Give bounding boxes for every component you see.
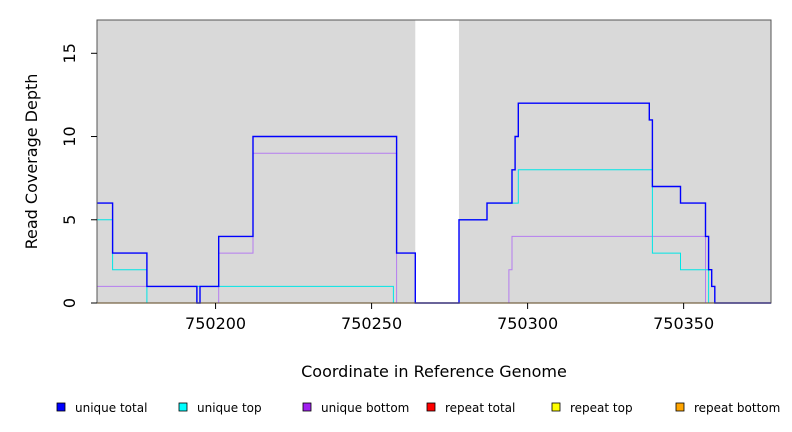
legend-swatch xyxy=(56,402,66,412)
legend-swatch xyxy=(675,402,685,412)
legend-item-repeat-bottom: repeat bottom xyxy=(675,401,780,415)
legend-label: unique bottom xyxy=(321,401,409,415)
legend-item-unique-total: unique total xyxy=(56,401,147,415)
x-tick-label: 750350 xyxy=(653,314,714,333)
x-axis-title: Coordinate in Reference Genome xyxy=(301,362,567,381)
legend-swatch xyxy=(551,402,561,412)
y-tick-label: 10 xyxy=(60,126,79,146)
legend-label: repeat top xyxy=(570,401,633,415)
legend-label: unique top xyxy=(197,401,262,415)
x-axis: 750200 750250 750300 750350 xyxy=(185,303,714,333)
legend-label: repeat bottom xyxy=(694,401,780,415)
y-axis-title: Read Coverage Depth xyxy=(22,74,41,250)
legend-item-repeat-top: repeat top xyxy=(551,401,633,415)
x-tick-label: 750200 xyxy=(185,314,246,333)
legend-item-unique-top: unique top xyxy=(178,401,262,415)
legend-item-unique-bottom: unique bottom xyxy=(302,401,409,415)
y-tick-label: 0 xyxy=(60,298,79,308)
x-tick-label: 750250 xyxy=(341,314,402,333)
legend-item-repeat-total: repeat total xyxy=(426,401,515,415)
y-axis: 0 5 10 15 xyxy=(60,43,97,308)
plot-frame xyxy=(96,19,772,304)
legend-label: repeat total xyxy=(445,401,515,415)
legend-label: unique total xyxy=(75,401,147,415)
legend: unique total unique top unique bottom repea… xyxy=(56,401,780,415)
legend-swatch xyxy=(302,402,312,412)
covered-region-2 xyxy=(458,20,771,303)
y-tick-label: 15 xyxy=(60,43,79,63)
y-tick-label: 5 xyxy=(60,215,79,225)
legend-swatch xyxy=(178,402,188,412)
covered-region-1 xyxy=(97,20,416,303)
x-tick-label: 750300 xyxy=(497,314,558,333)
plot-background xyxy=(97,20,771,303)
legend-swatch xyxy=(426,402,436,412)
